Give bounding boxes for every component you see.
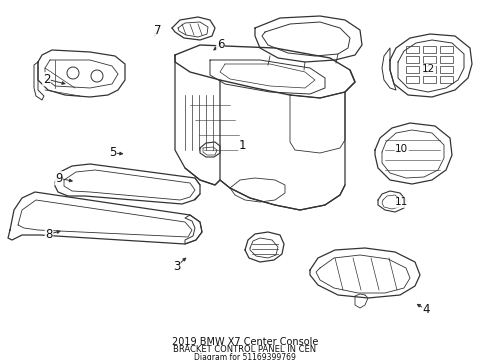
Text: 9: 9: [55, 172, 63, 185]
Text: 1: 1: [239, 139, 246, 152]
Text: 7: 7: [154, 24, 162, 37]
Bar: [440, 66, 453, 73]
Text: 12: 12: [422, 64, 436, 74]
Text: 2019 BMW X7 Center Console: 2019 BMW X7 Center Console: [172, 337, 318, 347]
Bar: [406, 56, 419, 63]
Bar: [423, 76, 436, 83]
Bar: [406, 76, 419, 83]
Text: 8: 8: [45, 228, 53, 240]
Text: BRACKET CONTROL PANEL IN CEN: BRACKET CONTROL PANEL IN CEN: [173, 346, 317, 355]
Text: 6: 6: [217, 39, 224, 51]
Bar: [406, 66, 419, 73]
Bar: [423, 56, 436, 63]
Text: 5: 5: [109, 147, 117, 159]
Bar: [406, 46, 419, 53]
Bar: [423, 66, 436, 73]
Text: 10: 10: [395, 144, 408, 154]
Bar: [423, 46, 436, 53]
Text: 11: 11: [395, 197, 409, 207]
Text: Diagram for 51169399769: Diagram for 51169399769: [194, 352, 296, 360]
Text: 3: 3: [172, 260, 180, 273]
Text: 4: 4: [422, 303, 430, 316]
Bar: [440, 56, 453, 63]
Bar: [440, 46, 453, 53]
Bar: [440, 76, 453, 83]
Text: 2: 2: [43, 73, 50, 86]
